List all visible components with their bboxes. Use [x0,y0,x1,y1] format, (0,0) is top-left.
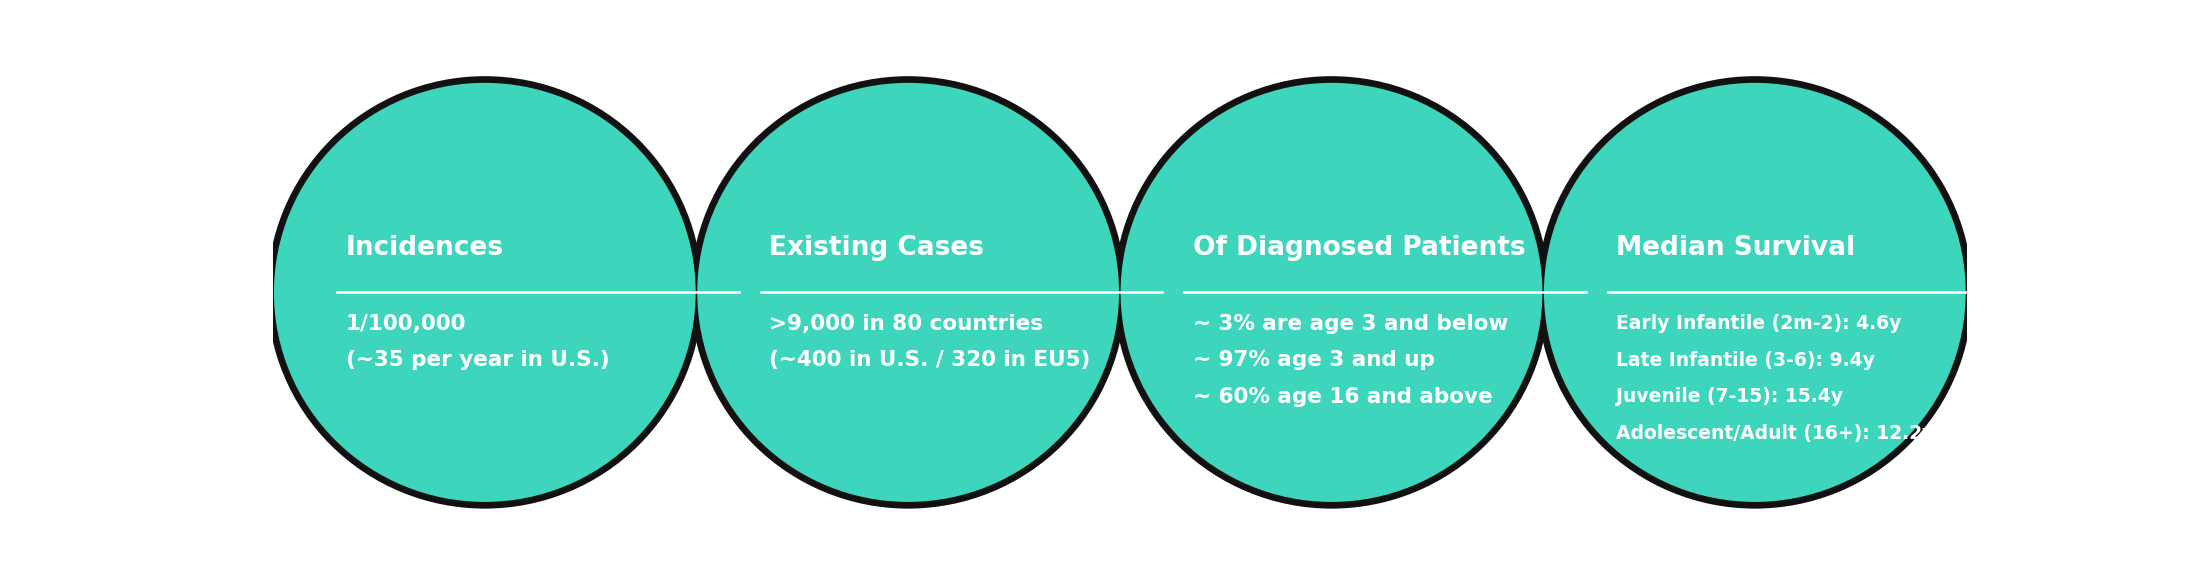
Text: Incidences: Incidences [345,235,505,261]
Text: (~400 in U.S. / 320 in EU5): (~400 in U.S. / 320 in EU5) [769,350,1090,370]
Ellipse shape [267,76,701,508]
Text: Late Infantile (3-6): 9.4y: Late Infantile (3-6): 9.4y [1617,351,1875,369]
Ellipse shape [1121,83,1543,502]
Text: Existing Cases: Existing Cases [769,235,983,261]
Text: 1/100,000: 1/100,000 [345,314,465,334]
Ellipse shape [1538,76,1973,508]
Text: >9,000 in 80 countries: >9,000 in 80 countries [769,314,1044,334]
Text: ~ 3% are age 3 and below: ~ 3% are age 3 and below [1193,314,1508,334]
Ellipse shape [690,76,1125,508]
Text: ~ 97% age 3 and up: ~ 97% age 3 and up [1193,350,1436,370]
Ellipse shape [1545,83,1966,502]
Text: Early Infantile (2m-2): 4.6y: Early Infantile (2m-2): 4.6y [1617,314,1901,333]
Ellipse shape [1114,76,1549,508]
Text: Juvenile (7-15): 15.4y: Juvenile (7-15): 15.4y [1617,387,1842,406]
Text: ~ 60% age 16 and above: ~ 60% age 16 and above [1193,387,1492,406]
Text: Median Survival: Median Survival [1617,235,1855,261]
Text: (~35 per year in U.S.): (~35 per year in U.S.) [345,350,610,370]
Text: Adolescent/Adult (16+): 12.2y: Adolescent/Adult (16+): 12.2y [1617,424,1934,443]
Ellipse shape [697,83,1119,502]
Text: Of Diagnosed Patients: Of Diagnosed Patients [1193,235,1525,261]
Ellipse shape [273,83,695,502]
